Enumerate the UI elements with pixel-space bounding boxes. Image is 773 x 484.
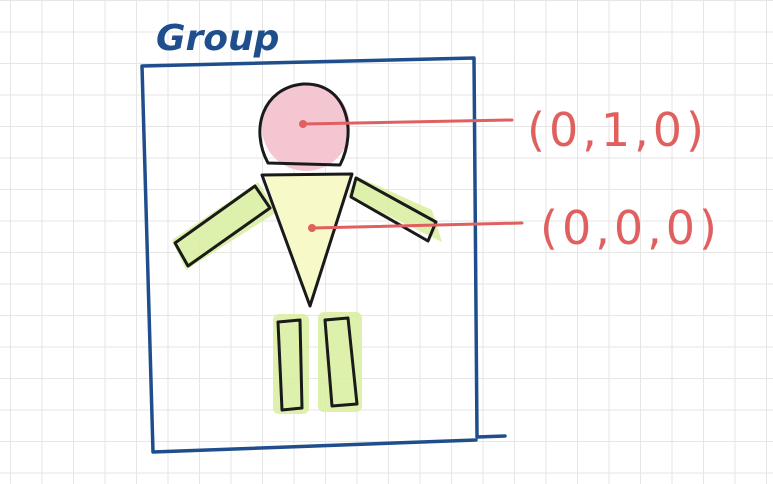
torso-pointer — [308, 221, 524, 232]
head-pointer — [299, 118, 514, 128]
head-position-label: (0,1,0) — [527, 103, 708, 157]
torso-position-label: (0,0,0) — [540, 201, 721, 255]
left-leg — [273, 314, 309, 414]
head — [258, 82, 350, 171]
torso — [260, 172, 354, 308]
right-leg — [318, 312, 362, 412]
right-arm — [348, 176, 442, 243]
group-frame — [140, 56, 507, 454]
group-title: Group — [156, 18, 279, 59]
left-arm — [172, 182, 277, 270]
